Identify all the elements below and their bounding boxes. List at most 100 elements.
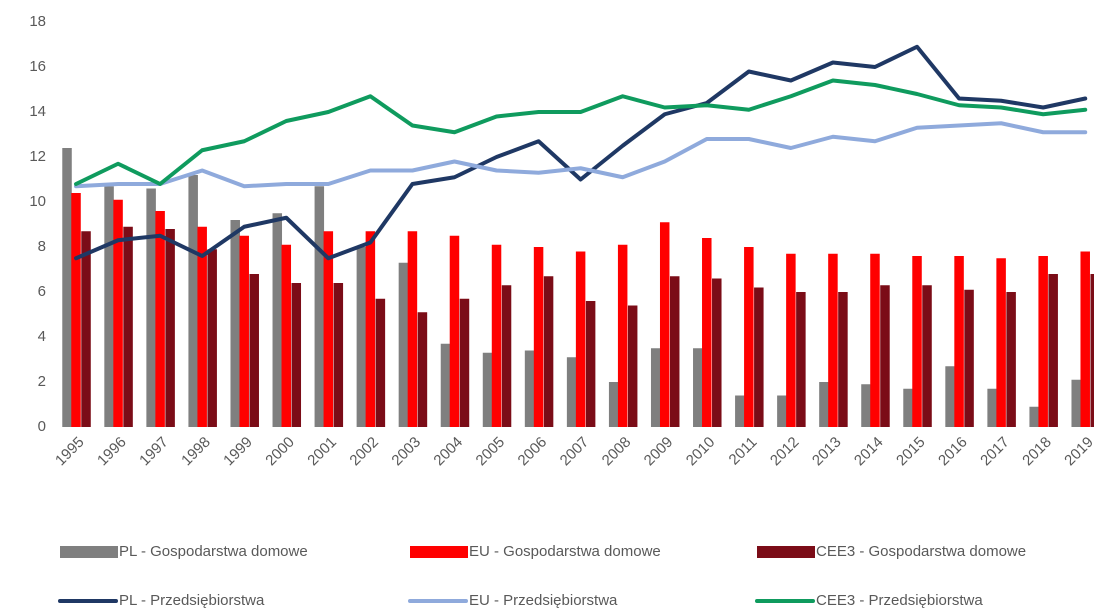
bar [828,253,838,427]
bar [712,278,722,427]
y-tick-label: 18 [29,13,46,30]
x-tick-label: 2004 [430,434,466,470]
x-tick-label: 2009 [641,434,677,470]
bar [440,343,451,427]
bar [964,289,974,427]
bar [1090,274,1094,427]
x-tick-label: 1996 [94,434,130,470]
bar [1048,274,1058,427]
bar [996,258,1006,427]
bar [954,256,964,427]
bar [449,235,460,427]
bar [693,348,703,427]
x-tick-label: 1997 [136,434,172,470]
bar [861,384,871,427]
bar [323,231,334,427]
bar [398,262,409,427]
bar [482,352,493,427]
bar [566,357,577,427]
bar [314,186,325,427]
bar [113,199,123,427]
y-tick-label: 14 [29,103,46,120]
bar [71,193,81,427]
bar [281,244,292,427]
legend-label: CEE3 - Przedsiębiorstwa [816,592,983,609]
x-tick-label: 2006 [515,434,551,470]
bar [585,301,596,427]
bar [104,186,114,427]
bar [702,238,712,427]
bar [501,285,512,427]
x-tick-label: 2016 [935,434,971,470]
bar [197,226,207,427]
bar [903,388,913,427]
bar [81,231,91,427]
x-tick-label: 2018 [1019,434,1055,470]
legend-swatch [410,546,468,558]
bar [291,283,302,427]
bar [207,249,217,427]
bar [617,244,628,427]
bar [491,244,502,427]
bar [880,285,890,427]
y-tick-label: 2 [38,373,46,390]
y-tick-label: 16 [29,58,46,75]
y-tick-label: 12 [29,148,46,165]
bar [543,276,554,427]
bar [650,348,661,427]
x-tick-label: 2010 [683,434,719,470]
x-tick-label: 2003 [388,434,424,470]
bar [1029,406,1039,427]
legend-swatch [60,546,118,558]
bar [272,213,283,427]
x-tick-label: 2014 [851,434,887,470]
bar [796,292,806,427]
x-tick-label: 2000 [262,434,298,470]
x-tick-label: 2019 [1061,434,1094,470]
y-tick-label: 8 [38,238,46,255]
line [74,44,1088,261]
bar [1071,379,1081,427]
bar [1080,251,1090,427]
x-tick-label: 2012 [767,434,803,470]
bar [165,229,175,427]
bar [239,235,249,427]
bar [987,388,997,427]
bar [608,382,619,427]
legend-label: EU - Przedsiębiorstwa [469,592,618,609]
legend-label: PL - Przedsiębiorstwa [119,592,265,609]
bar [754,287,764,427]
legend-label: PL - Gospodarstwa domowe [119,543,308,560]
bar [249,274,259,427]
y-tick-label: 6 [38,283,46,300]
bar [777,395,787,427]
x-tick-label: 1999 [220,434,256,470]
x-tick-label: 2017 [977,434,1013,470]
bar [375,298,386,427]
bar [365,231,376,427]
bar [333,283,344,427]
x-tick-label: 2007 [557,434,593,470]
bar [627,305,638,427]
line [74,78,1088,186]
x-tick-label: 2002 [346,434,382,470]
x-tick-label: 1995 [52,434,88,470]
bar [188,175,198,427]
bar [575,251,586,427]
bar [819,382,829,427]
x-tick-label: 2008 [599,434,635,470]
bar [533,247,544,427]
y-tick-label: 4 [38,328,46,345]
bar [870,253,880,427]
y-tick-label: 0 [38,418,46,435]
bar [146,188,156,427]
bar [744,247,754,427]
bar [735,395,745,427]
x-tick-label: 2005 [473,434,509,470]
bar [123,226,133,427]
bar [912,256,922,427]
x-tick-label: 2011 [726,434,761,469]
legend-swatch [757,546,815,558]
